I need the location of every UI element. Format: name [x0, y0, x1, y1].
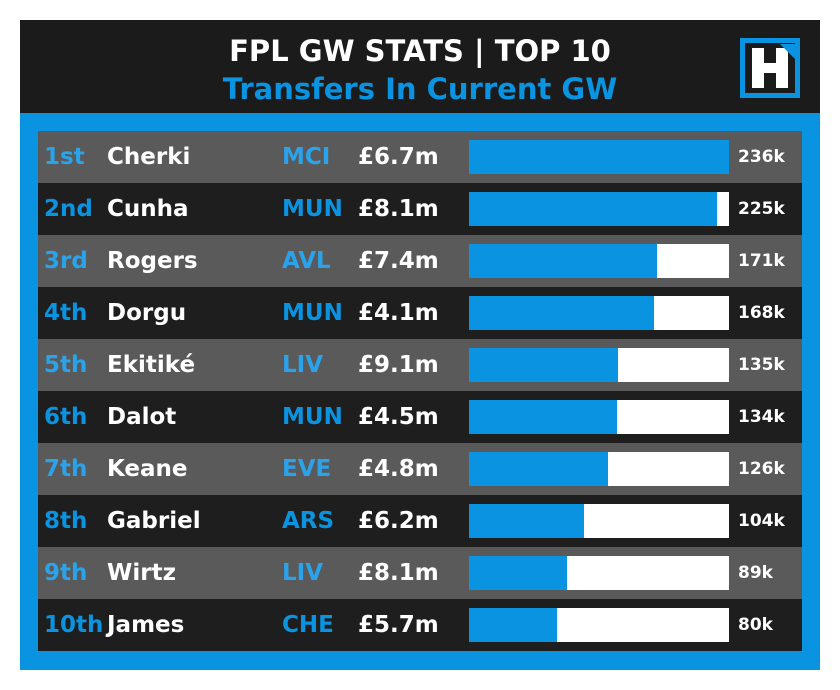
player-name: Dorgu	[107, 300, 187, 326]
player-price: £5.7m	[358, 612, 439, 638]
rank-label: 4th	[44, 300, 88, 326]
table-row: 2nd Cunha MUN £8.1m 225k	[38, 183, 802, 235]
team-code: AVL	[282, 248, 331, 274]
data-label: 89k	[738, 563, 773, 583]
table-row: 3rd Rogers AVL £7.4m 171k	[38, 235, 802, 287]
rank-label: 7th	[44, 456, 88, 482]
table-row: 4th Dorgu MUN £4.1m 168k	[38, 287, 802, 339]
team-code: ARS	[282, 508, 335, 534]
bar-track	[469, 244, 729, 278]
bar-track	[469, 296, 729, 330]
team-code: MUN	[282, 300, 343, 326]
bar	[469, 192, 717, 226]
table-row: 8th Gabriel ARS £6.2m 104k	[38, 495, 802, 547]
rank-label: 6th	[44, 404, 88, 430]
team-code: EVE	[282, 456, 332, 482]
data-label: 171k	[738, 251, 785, 271]
rank-label: 9th	[44, 560, 88, 586]
data-label: 168k	[738, 303, 785, 323]
player-price: £8.1m	[358, 196, 439, 222]
bar-track	[469, 452, 729, 486]
team-code: LIV	[282, 352, 324, 378]
data-label: 225k	[738, 199, 785, 219]
bar-track	[469, 348, 729, 382]
table-row: 6th Dalot MUN £4.5m 134k	[38, 391, 802, 443]
player-price: £9.1m	[358, 352, 439, 378]
data-label: 134k	[738, 407, 785, 427]
player-name: Keane	[107, 456, 188, 482]
bar	[469, 400, 617, 434]
bar	[469, 504, 584, 538]
bar	[469, 452, 608, 486]
rank-label: 2nd	[44, 196, 93, 222]
rank-label: 10th	[44, 612, 104, 638]
rank-label: 5th	[44, 352, 88, 378]
table-row: 7th Keane EVE £4.8m 126k	[38, 443, 802, 495]
player-name: James	[107, 612, 185, 638]
bar	[469, 348, 618, 382]
bar	[469, 556, 567, 590]
bar	[469, 296, 654, 330]
bar-track	[469, 140, 729, 174]
bar	[469, 608, 557, 642]
data-label: 104k	[738, 511, 785, 531]
graphic-frame: FPL GW STATS | TOP 10 Transfers In Curre…	[20, 20, 820, 670]
brand-logo-icon	[740, 38, 800, 98]
data-label: 236k	[738, 147, 785, 167]
player-name: Cherki	[107, 144, 191, 170]
header: FPL GW STATS | TOP 10 Transfers In Curre…	[20, 20, 820, 113]
bar-track	[469, 556, 729, 590]
rank-label: 8th	[44, 508, 88, 534]
player-name: Rogers	[107, 248, 198, 274]
player-name: Gabriel	[107, 508, 201, 534]
player-name: Cunha	[107, 196, 189, 222]
data-label: 126k	[738, 459, 785, 479]
table-row: 9th Wirtz LIV £8.1m 89k	[38, 547, 802, 599]
player-name: Wirtz	[107, 560, 176, 586]
player-price: £6.2m	[358, 508, 439, 534]
player-price: £4.5m	[358, 404, 439, 430]
page-title: FPL GW STATS | TOP 10	[229, 34, 611, 68]
rank-label: 1st	[44, 144, 85, 170]
bar-track	[469, 504, 729, 538]
table-row: 10th James CHE £5.7m 80k	[38, 599, 802, 651]
player-name: Dalot	[107, 404, 177, 430]
table-row: 1st Cherki MCI £6.7m 236k	[38, 131, 802, 183]
player-price: £7.4m	[358, 248, 439, 274]
table-row: 5th Ekitiké LIV £9.1m 135k	[38, 339, 802, 391]
data-label: 135k	[738, 355, 785, 375]
team-code: LIV	[282, 560, 324, 586]
player-price: £4.1m	[358, 300, 439, 326]
team-code: CHE	[282, 612, 334, 638]
bar-track	[469, 608, 729, 642]
team-code: MUN	[282, 404, 343, 430]
player-price: £6.7m	[358, 144, 439, 170]
data-label: 80k	[738, 615, 773, 635]
bar	[469, 140, 729, 174]
team-code: MUN	[282, 196, 343, 222]
bar-track	[469, 192, 729, 226]
page-subtitle: Transfers In Current GW	[222, 72, 618, 106]
rankings-panel: 1st Cherki MCI £6.7m 236k 2nd Cunha MUN £8.1m 225…	[20, 113, 820, 670]
player-name: Ekitiké	[107, 352, 196, 378]
team-code: MCI	[282, 144, 331, 170]
player-price: £4.8m	[358, 456, 439, 482]
bar-track	[469, 400, 729, 434]
player-price: £8.1m	[358, 560, 439, 586]
rank-label: 3rd	[44, 248, 88, 274]
bar	[469, 244, 657, 278]
